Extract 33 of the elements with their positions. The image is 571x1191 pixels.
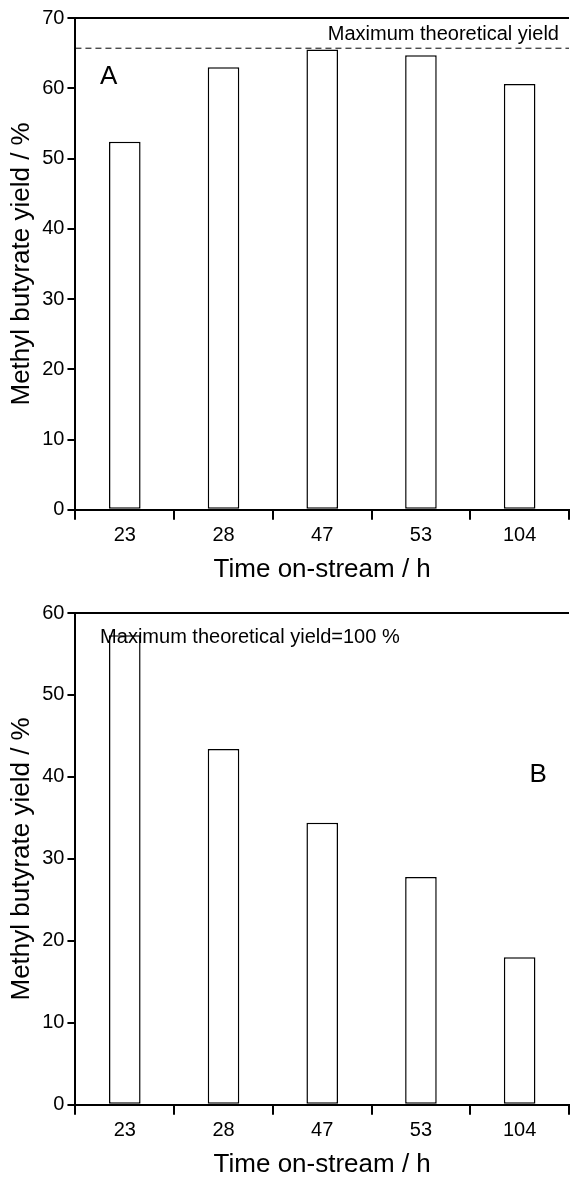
y-tick-label: 0 xyxy=(53,1092,65,1115)
x-tick-label: 23 xyxy=(113,1118,136,1141)
annotation: Maximum theoretical yield=100 % xyxy=(100,625,400,648)
y-tick-label: 60 xyxy=(42,600,65,623)
annotation: A xyxy=(100,60,119,91)
y-tick-label: 30 xyxy=(42,846,65,869)
x-tick-label: 53 xyxy=(409,1118,433,1141)
ref-line-label: Maximum theoretical yield xyxy=(327,21,559,44)
x-tick-label: 104 xyxy=(502,523,537,546)
y-tick-label: 20 xyxy=(42,928,65,951)
y-tick-label: 50 xyxy=(42,146,65,169)
y-tick-label: 20 xyxy=(42,356,65,379)
x-tick-label: 104 xyxy=(502,1118,537,1141)
y-axis-title: Methyl butyrate yield / % xyxy=(4,122,35,406)
y-tick-label: 70 xyxy=(42,5,65,28)
y-tick-label: 30 xyxy=(42,286,65,309)
y-tick-label: 40 xyxy=(42,764,65,787)
x-tick-label: 23 xyxy=(113,523,136,546)
y-tick-label: 10 xyxy=(42,1010,65,1033)
y-tick-label: 0 xyxy=(53,497,65,520)
y-tick-label: 10 xyxy=(42,427,65,450)
x-tick-label: 47 xyxy=(311,523,334,546)
y-tick-label: 40 xyxy=(42,216,65,239)
y-tick-label: 50 xyxy=(42,682,65,705)
x-axis-title: Time on-stream / h xyxy=(213,1147,431,1178)
x-tick-label: 28 xyxy=(212,523,235,546)
y-tick-label: 60 xyxy=(42,75,65,98)
y-axis-title: Methyl butyrate yield / % xyxy=(4,717,35,1001)
x-tick-label: 47 xyxy=(311,1118,334,1141)
x-tick-label: 28 xyxy=(212,1118,235,1141)
x-tick-label: 53 xyxy=(409,523,433,546)
annotation: B xyxy=(529,758,547,789)
x-axis-title: Time on-stream / h xyxy=(213,552,431,583)
